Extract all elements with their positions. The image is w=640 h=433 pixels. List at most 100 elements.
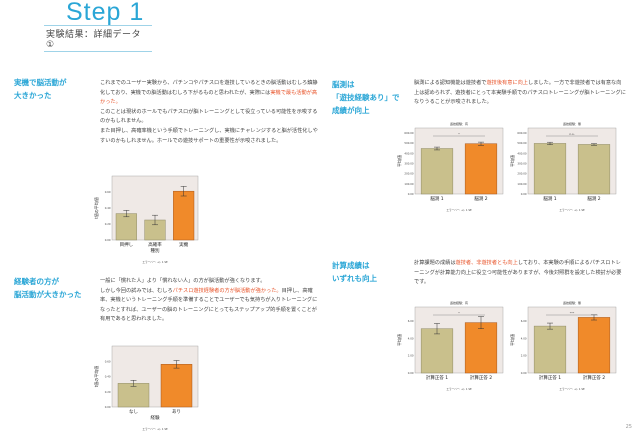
y-tick-label: 400.00	[517, 151, 526, 155]
paragraph-text: しかし今回の試みでは、むしろ	[100, 287, 173, 294]
x-tick-label: 脳測 1	[430, 195, 443, 202]
y-tick-label: 500.00	[404, 141, 413, 145]
bar	[464, 322, 498, 374]
y-tick-label: 0.00	[105, 238, 111, 242]
page-number: 25	[625, 424, 632, 430]
chart-title: 遊技経験：無	[563, 300, 581, 305]
section-heading: 脳測は 「遊技経験あり」で 成績が向上	[332, 78, 400, 117]
paragraph: 脳測による認知機能は遊技者で遊技後有意に向上しました。一方で非遊技者では有意な向…	[414, 79, 626, 108]
error-bar-note: エラーバー: +/- 1 SE	[559, 208, 585, 212]
paragraph-text: 目押し、高確率、実機というトレーニング手順を準備することでユーザーでも気持ちが入…	[100, 287, 318, 323]
y-tick-label: 200.00	[517, 172, 526, 176]
chart-title: 遊技経験：無	[563, 121, 581, 126]
y-tick-label: 0.40	[105, 206, 111, 210]
bar	[117, 383, 150, 408]
x-tick-label: 脳測 1	[543, 195, 556, 202]
paragraph-text: しており、本実験の手順によるパチスロトレーニングが計算能力向上に役立つ可能性があ…	[414, 260, 622, 286]
x-tick-label: 計算正答 1	[539, 374, 561, 381]
bar	[173, 190, 195, 241]
heading-line: いずれも向上	[332, 274, 377, 283]
y-tick-label: 2.00	[521, 354, 527, 358]
step-title: Step 1	[66, 0, 145, 26]
bar	[577, 144, 611, 195]
y-tick-label: 0.60	[105, 190, 111, 194]
paragraph-text: 計算課題の成績は	[414, 260, 456, 266]
y-tick-label: 300.00	[404, 162, 413, 166]
bar	[160, 364, 193, 408]
x-tick-label: 計算正答 2	[583, 374, 605, 381]
y-tick-label: 300.00	[517, 162, 526, 166]
y-axis-label: t値の平均値	[93, 366, 99, 388]
y-tick-label: 0.00	[408, 371, 414, 375]
y-axis-label: 平均値	[509, 334, 515, 346]
y-tick-label: 4.00	[408, 336, 414, 340]
paragraph-text: 一般に「慣れた人」より「慣れない人」の方が脳活動が強くなります。	[100, 278, 266, 284]
section-body: 一般に「慣れた人」より「慣れない人」の方が脳活動が強くなります。 しかし今回の試み…	[100, 277, 318, 325]
paragraph-text: これまでのユーザー実験から、パチンコやパチスロを遊技しているときの脳活動はむしろ…	[100, 80, 318, 96]
y-tick-label: 100.00	[517, 182, 526, 186]
x-tick-label: あり	[172, 409, 181, 415]
heading-line: 大きかった	[14, 91, 52, 100]
y-tick-label: 0.20	[105, 222, 111, 226]
significance-label: *	[458, 132, 460, 136]
bar	[533, 143, 567, 195]
section-body: これまでのユーザー実験から、パチンコやパチスロを遊技しているときの脳活動はむしろ…	[100, 79, 318, 146]
y-tick-label: 6.00	[521, 319, 527, 323]
bar	[420, 328, 454, 374]
heading-line: 経験者の方が	[14, 277, 59, 286]
highlight-text: 遊技者、非遊技者とも向上	[455, 260, 518, 266]
y-axis-label: 平均値	[396, 155, 402, 167]
significance-label: n.s.	[569, 132, 574, 136]
y-tick-label: 400.00	[404, 151, 413, 155]
significance-label: ***	[570, 311, 575, 315]
section-body: 計算課題の成績は遊技者、非遊技者とも向上しており、本実験の手順によるパチスロトレ…	[414, 259, 626, 288]
paragraph-text: 脳測による認知機能は遊技者で	[414, 80, 487, 86]
x-axis-label: 経験	[151, 414, 160, 421]
x-tick-label: 実機	[179, 241, 188, 248]
error-bar-note: エラーバー: +/- 1 SE	[142, 260, 168, 264]
chart-title: 遊技経験：有	[450, 300, 468, 305]
y-tick-label: 200.00	[404, 172, 413, 176]
bar	[577, 317, 611, 374]
heading-line: 脳測は	[332, 80, 355, 89]
section-heading: 計算成績はいずれも向上	[332, 259, 377, 285]
highlight-text: 実機で最も活動が高かった。	[100, 89, 318, 106]
y-axis-label: 平均値	[396, 334, 402, 346]
significance-label: *	[458, 311, 460, 315]
bar	[115, 213, 137, 241]
x-tick-label: 計算正答 2	[470, 374, 492, 381]
section-body: 脳測による認知機能は遊技者で遊技後有意に向上しました。一方で非遊技者では有意な向…	[414, 79, 626, 108]
y-tick-label: 0.20	[105, 390, 111, 394]
paragraph: 計算課題の成績は遊技者、非遊技者とも向上しており、本実験の手順によるパチスロトレ…	[414, 259, 626, 288]
paragraph: また目押し、高確率機という手順でトレーニングし、実機にチャレンジすると脳が活性化…	[100, 127, 318, 146]
x-tick-label: 脳測 2	[474, 195, 487, 202]
paragraph-text: しました。一方で非遊技者では有意な向上は認められず、遊技者にとって本実験手順での…	[414, 80, 626, 106]
heading-line: 計算成績は	[332, 261, 370, 270]
bar	[533, 325, 567, 374]
heading-line: 実機で脳活動が	[14, 78, 67, 87]
chart-brain-exp-yes: 遊技経験：有 0.00 100.00 200.00 300.00 400.00 500.00…	[395, 118, 507, 214]
error-bar-note: エラーバー: +/- 1 SE	[142, 427, 168, 431]
y-tick-label: 0.00	[105, 405, 111, 409]
bar	[420, 148, 454, 195]
chart-title: 遊技経験：有	[450, 121, 468, 126]
heading-line: 脳活動が大きかった	[14, 290, 82, 299]
section-heading: 実機で脳活動が 大きかった	[14, 76, 67, 102]
error-bar-note: エラーバー: +/- 1 SE	[559, 387, 585, 391]
y-tick-label: 600.00	[517, 131, 526, 135]
y-tick-label: 600.00	[404, 131, 413, 135]
section-heading: 経験者の方が脳活動が大きかった	[14, 275, 82, 301]
y-tick-label: 4.00	[521, 336, 527, 340]
x-tick-label: 計算正答 1	[426, 374, 448, 381]
y-tick-label: 100.00	[404, 182, 413, 186]
y-tick-label: 0.00	[521, 192, 527, 196]
y-tick-label: 0.00	[408, 192, 414, 196]
paragraph-text: このことは現状のホールでもパチスロが脳トレーニングとして役立っている可能性を示唆…	[100, 108, 318, 125]
paragraph: 一般に「慣れた人」より「慣れない人」の方が脳活動が強くなります。	[100, 277, 318, 287]
x-tick-label: 目押し	[120, 241, 134, 248]
y-tick-label: 0.40	[105, 375, 111, 379]
